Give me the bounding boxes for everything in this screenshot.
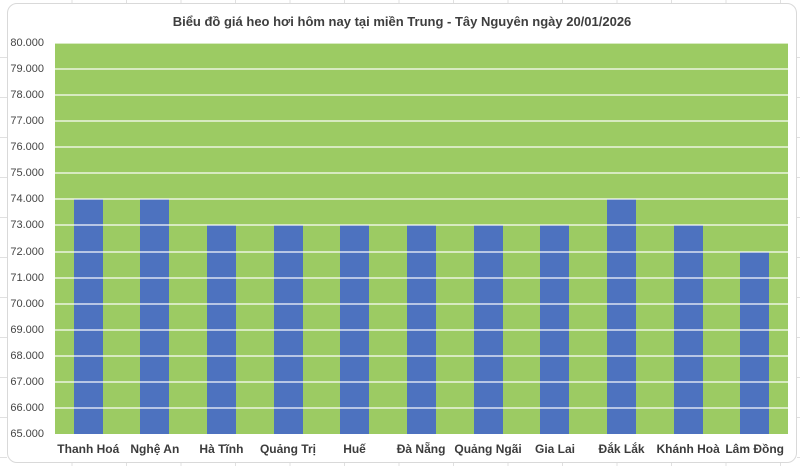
gridline [55, 354, 788, 357]
y-tick-label: 65.000 [10, 428, 44, 440]
y-axis: 80.000 79.000 78.000 77.000 76.000 75.000 74.0… [8, 37, 44, 440]
y-tick-label: 67.000 [10, 375, 44, 388]
y-tick-label: 74.000 [10, 193, 44, 206]
x-tick-label: Nghệ An [130, 442, 180, 456]
sheet-row-gridlines-left [0, 0, 7, 466]
gridline [55, 328, 788, 331]
bar-slot [588, 43, 655, 434]
y-tick-label: 80.000 [10, 37, 44, 49]
bar-slot [455, 43, 522, 434]
bar-slot [521, 43, 588, 434]
y-tick-label: 75.000 [10, 167, 44, 180]
y-tick-label: 76.000 [10, 141, 44, 154]
bar-đắk-lắk[interactable] [606, 199, 636, 434]
bar-slot [188, 43, 255, 434]
bar-nghệ-an[interactable] [140, 199, 170, 434]
y-tick-label: 69.000 [10, 323, 44, 336]
gridline [55, 120, 788, 123]
gridline [55, 94, 788, 97]
bar-slot [255, 43, 322, 434]
chart-object[interactable]: Biểu đồ giá heo hơi hôm nay tại miền Tru… [7, 3, 797, 463]
x-tick-label: Đà Nẵng [396, 442, 446, 456]
x-tick-label: Lâm Đồng [725, 442, 785, 456]
x-tick-label: Quảng Trị [259, 442, 316, 456]
sheet-column-gridlines-bottom [0, 463, 800, 466]
bar-lâm-đồng[interactable] [740, 251, 770, 434]
y-tick-label: 77.000 [10, 115, 44, 128]
x-tick-label: Hà Tĩnh [199, 442, 244, 456]
x-tick-label: Khánh Hoà [656, 442, 720, 456]
y-tick-label: 78.000 [10, 89, 44, 102]
y-tick-label: 71.000 [10, 271, 44, 284]
y-tick-label: 68.000 [10, 349, 44, 362]
gridline [55, 302, 788, 305]
plot-area[interactable] [55, 43, 788, 434]
bar-thanh-hoá[interactable] [73, 199, 103, 434]
y-tick-label: 79.000 [10, 63, 44, 76]
sheet-row-gridlines-right [797, 0, 800, 466]
bar-series [55, 43, 788, 434]
y-tick-label: 73.000 [10, 219, 44, 232]
gridline [55, 380, 788, 383]
bar-slot [55, 43, 122, 434]
x-tick-label: Gia Lai [534, 442, 575, 456]
x-tick-label: Đắk Lắk [598, 442, 645, 456]
bar-slot [655, 43, 722, 434]
y-tick-label: 70.000 [10, 297, 44, 310]
x-tick-label: Huế [343, 442, 366, 456]
chart-title: Biểu đồ giá heo hơi hôm nay tại miền Tru… [172, 14, 632, 29]
gridline [55, 172, 788, 175]
bar-slot [322, 43, 389, 434]
gridline [55, 224, 788, 227]
gridline [55, 276, 788, 279]
y-tick-label: 66.000 [10, 401, 44, 414]
bar-slot [388, 43, 455, 434]
sheet-column-gridlines-top [0, 0, 800, 3]
x-axis: Thanh Hoá Nghệ An Hà Tĩnh Quảng Trị Huế Đà Nẵ… [55, 440, 788, 458]
gridline [55, 198, 788, 201]
y-tick-label: 72.000 [10, 245, 44, 258]
bar-slot [122, 43, 189, 434]
bar-slot [721, 43, 788, 434]
gridline [55, 43, 788, 44]
x-tick-label: Quảng Ngãi [454, 442, 522, 456]
x-tick-label: Thanh Hoá [57, 442, 120, 456]
gridline [55, 250, 788, 253]
gridline [55, 406, 788, 409]
gridline [55, 68, 788, 71]
gridline [55, 146, 788, 149]
